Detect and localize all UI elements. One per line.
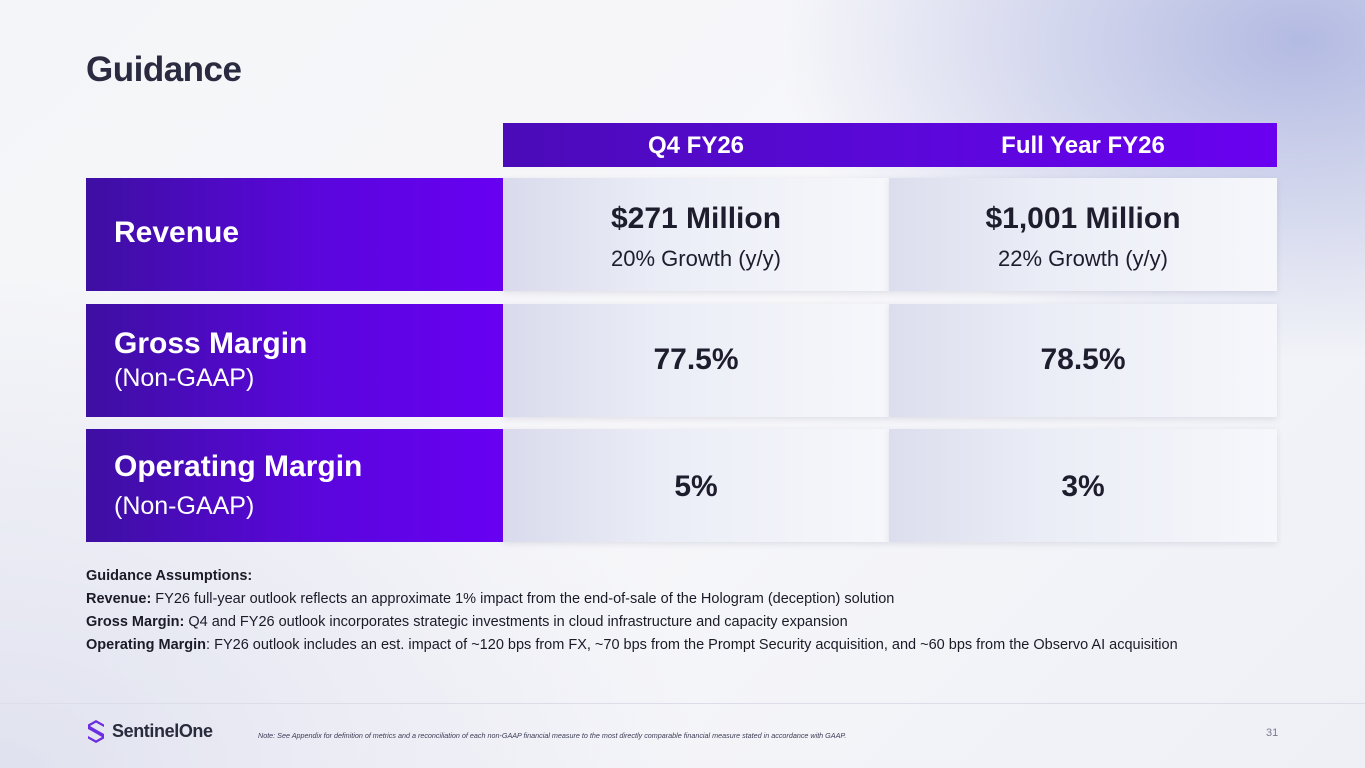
gross-margin-fy-value: 78.5% [1040,343,1126,376]
row-label-operating-margin: Operating Margin (Non-GAAP) [86,429,503,542]
row-label-revenue: Revenue [86,178,503,291]
revenue-q4-growth: 20% Growth (y/y) [611,246,781,271]
assumption-gross-margin: Gross Margin: Q4 and FY26 outlook incorp… [86,614,848,630]
logo-text: SentinelOne [112,721,213,741]
assumption-operating-margin: Operating Margin: FY26 outlook includes … [86,637,1178,653]
operating-margin-q4-value: 5% [674,470,718,503]
operating-margin-fy-cell: 3% [889,429,1277,542]
operating-margin-label: Operating Margin [114,450,363,483]
guidance-assumptions: Guidance Assumptions: Revenue: FY26 full… [86,565,1178,657]
gross-margin-fy-cell: 78.5% [889,304,1277,417]
row-label-gross-margin: Gross Margin (Non-GAAP) [86,304,503,417]
slide-title: Guidance [86,50,242,89]
gross-margin-q4-cell: 77.5% [503,304,889,417]
page-number: 31 [1266,727,1279,739]
column-header-full-year: Full Year FY26 [889,123,1277,167]
sentinelone-logo-icon [88,720,104,743]
gross-margin-sublabel: (Non-GAAP) [114,364,255,392]
revenue-fy-value: $1,001 Million [985,202,1181,235]
operating-margin-fy-value: 3% [1061,470,1105,503]
revenue-fy-cell: $1,001 Million 22% Growth (y/y) [889,178,1277,291]
footer-divider [0,703,1365,704]
revenue-q4-cell: $271 Million 20% Growth (y/y) [503,178,889,291]
operating-margin-q4-cell: 5% [503,429,889,542]
footnote: Note: See Appendix for definition of met… [258,731,847,740]
operating-margin-sublabel: (Non-GAAP) [114,492,255,520]
gross-margin-q4-value: 77.5% [653,343,739,376]
assumptions-heading: Guidance Assumptions: [86,568,253,584]
revenue-label: Revenue [114,216,240,249]
sentinelone-logo: SentinelOne [86,719,213,744]
column-header-q4: Q4 FY26 [503,123,889,167]
gross-margin-label: Gross Margin [114,327,308,360]
assumption-revenue: Revenue: FY26 full-year outlook reflects… [86,591,895,607]
revenue-q4-value: $271 Million [610,202,782,235]
revenue-fy-growth: 22% Growth (y/y) [998,246,1168,271]
